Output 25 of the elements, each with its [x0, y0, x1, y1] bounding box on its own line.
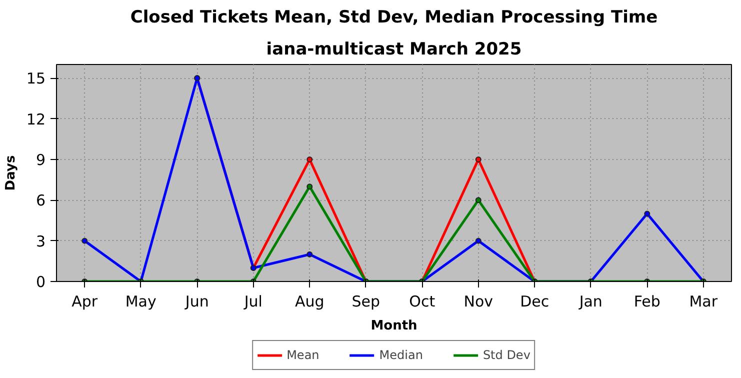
y-tick-label: 6 [36, 192, 46, 210]
x-tick-label: May [125, 292, 157, 310]
x-tick-label: Oct [409, 292, 436, 310]
y-tick-label: 9 [36, 150, 46, 169]
x-tick-label: Sep [352, 292, 380, 310]
x-tick-label: Jan [578, 292, 602, 310]
x-tick-label: Nov [464, 292, 494, 310]
legend-label: Std Dev [482, 348, 530, 362]
x-tick-label: Mar [689, 292, 718, 310]
y-axis-title: Days [3, 155, 18, 191]
legend-label: Mean [286, 348, 320, 362]
x-tick-label: Apr [72, 292, 98, 310]
x-tick-label: Dec [520, 292, 550, 310]
x-tick-label: Jul [243, 292, 262, 310]
x-tick-label: Aug [294, 292, 324, 310]
y-tick-label: 15 [26, 70, 46, 88]
x-axis-title: Month [370, 318, 418, 334]
x-tick-label: Jun [184, 292, 209, 310]
chart-subtitle: iana-multicast March 2025 [266, 40, 522, 60]
x-tick-label: Feb [634, 292, 660, 310]
legend-label: Median [379, 348, 423, 362]
chart-title: Closed Tickets Mean, Std Dev, Median Processing Time [130, 8, 658, 28]
y-tick-label: 3 [36, 232, 46, 250]
y-tick-label: 12 [26, 110, 46, 128]
y-tick-label: 0 [36, 273, 46, 291]
